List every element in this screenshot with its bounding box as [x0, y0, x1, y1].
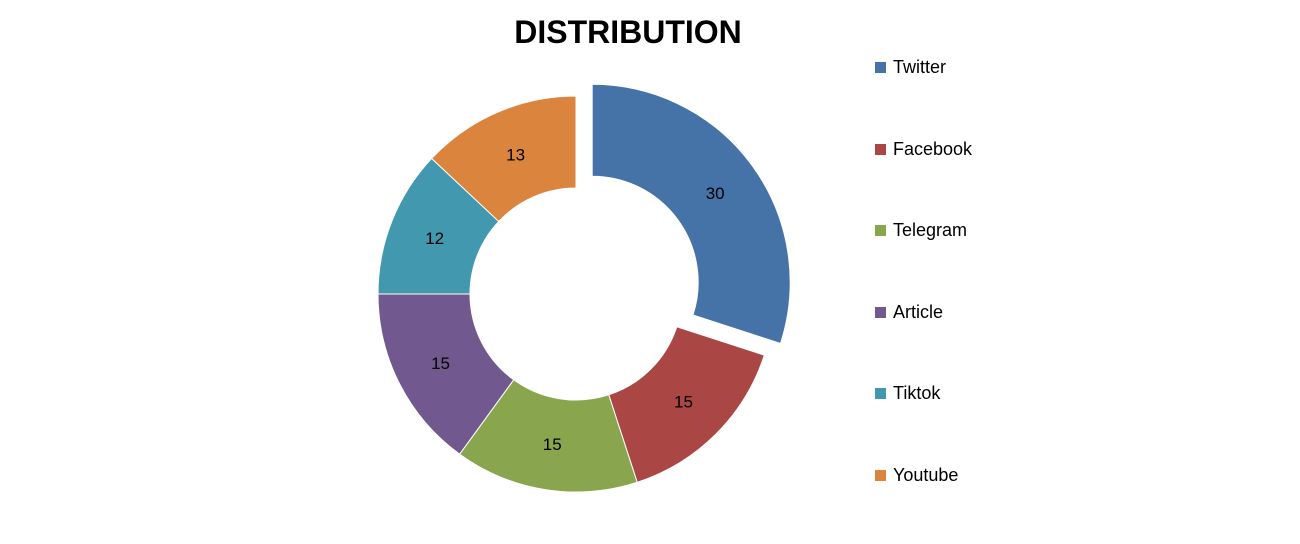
legend-swatch — [875, 144, 886, 155]
data-label-facebook: 15 — [674, 392, 693, 411]
legend-label: Telegram — [893, 218, 967, 242]
legend-label: Twitter — [893, 55, 946, 79]
legend-label: Tiktok — [893, 381, 940, 405]
data-label-article: 15 — [431, 354, 450, 373]
legend-item-article: Article — [875, 300, 1075, 382]
slice-twitter — [592, 84, 790, 343]
legend-item-youtube: Youtube — [875, 463, 1075, 544]
legend-item-twitter: Twitter — [875, 55, 1075, 137]
data-label-telegram: 15 — [543, 435, 562, 454]
legend-label: Facebook — [893, 137, 972, 161]
legend-swatch — [875, 62, 886, 73]
legend-label: Article — [893, 300, 943, 324]
legend: Twitter Facebook Telegram Article Tiktok Yout… — [875, 55, 1075, 544]
legend-swatch — [875, 225, 886, 236]
legend-swatch — [875, 307, 886, 318]
legend-swatch — [875, 388, 886, 399]
data-label-tiktok: 12 — [425, 229, 444, 248]
data-label-youtube: 13 — [506, 146, 525, 165]
legend-item-tiktok: Tiktok — [875, 381, 1075, 463]
legend-item-telegram: Telegram — [875, 218, 1075, 300]
donut-chart: 30 15 15 15 12 13 — [0, 0, 1300, 500]
legend-swatch — [875, 470, 886, 481]
legend-item-facebook: Facebook — [875, 137, 1075, 219]
data-label-twitter: 30 — [706, 184, 725, 203]
legend-label: Youtube — [893, 463, 958, 487]
